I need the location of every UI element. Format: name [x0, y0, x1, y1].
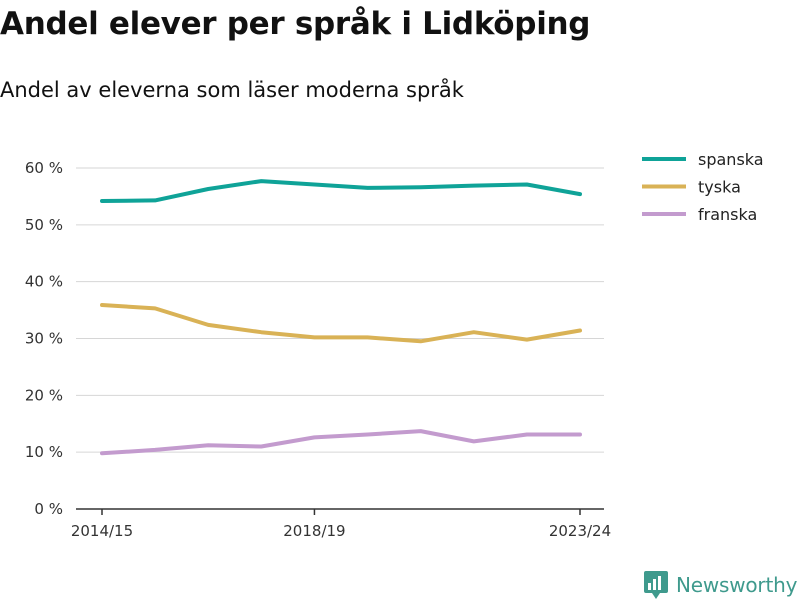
series-line-franska [100, 429, 582, 456]
chart-subtitle: Andel av eleverna som läser moderna språ… [0, 78, 464, 102]
y-tick-label: 30 % [25, 330, 63, 348]
y-tick-label: 50 % [25, 216, 63, 234]
y-tick-label: 0 % [34, 500, 63, 518]
brand: Newsworthy [644, 570, 797, 600]
legend-label-franska: franska [698, 205, 757, 224]
chart-title: Andel elever per språk i Lidköping [0, 6, 591, 42]
y-tick-label: 10 % [25, 443, 63, 461]
x-tick-label: 2023/24 [549, 522, 611, 540]
y-tick-label: 40 % [25, 273, 63, 291]
legend-label-tyska: tyska [698, 178, 741, 197]
x-tick-label: 2014/15 [71, 522, 133, 540]
y-tick-label: 20 % [25, 386, 63, 404]
line-chart: 0 % 10 % 20 % 30 % 40 % 50 % 60 % 2014/15 2018/1… [25, 150, 764, 540]
legend-label-spanska: spanska [698, 150, 764, 169]
series-line-tyska [100, 303, 582, 344]
y-tick-label: 60 % [25, 159, 63, 177]
series-line-spanska [100, 179, 582, 203]
brand-name: Newsworthy [676, 573, 798, 597]
x-tick-label: 2018/19 [283, 522, 345, 540]
newsworthy-logo-icon [644, 571, 668, 599]
